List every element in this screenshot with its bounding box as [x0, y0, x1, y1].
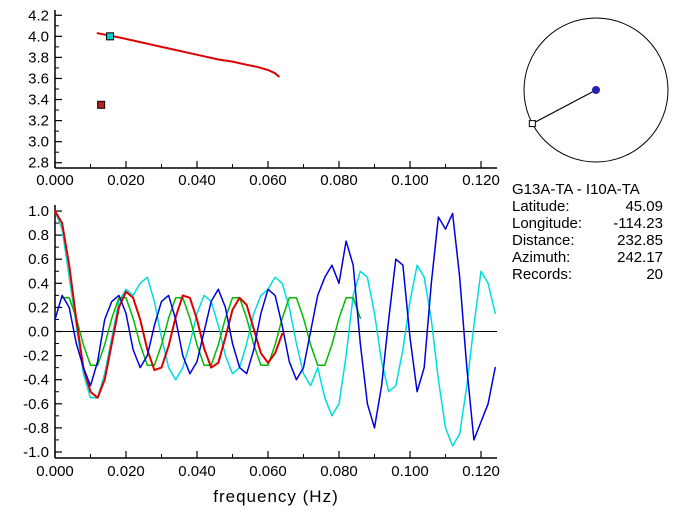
latitude-label: Latitude: [512, 198, 570, 215]
frequency-axis-title: frequency (Hz) [213, 487, 338, 506]
info-row-longitude: Longitude: -114.23 [512, 215, 663, 232]
endpoint-station-marker [528, 120, 536, 128]
y-tick-label: 4.0 [28, 28, 49, 45]
series-raw-spectrum-blue [54, 212, 496, 441]
x-tick-label: 0.080 [320, 172, 358, 189]
station-pair-title: G13A-TA - I10A-TA [512, 181, 640, 198]
y-tick-label: 1.0 [28, 203, 49, 220]
azimuth-circle-plot [523, 17, 669, 163]
selected-point-marker [106, 32, 115, 41]
reference-point-marker [97, 100, 106, 109]
longitude-label: Longitude: [512, 215, 583, 232]
x-tick-label: 0.020 [107, 463, 145, 480]
series-stacked-spectrum-cyan [54, 210, 496, 447]
y-tick-label: 0.0 [28, 324, 49, 341]
azimuth-label: Azimuth: [512, 249, 571, 266]
azimuth-line [532, 89, 597, 125]
y-tick-label: -0.2 [23, 348, 49, 365]
x-tick-label: 0.040 [178, 172, 216, 189]
info-row-distance: Distance: 232.85 [512, 232, 663, 249]
x-tick-label: 0.060 [249, 463, 287, 480]
y-tick-label: -1.0 [23, 444, 49, 461]
latitude-value: 45.09 [625, 198, 663, 215]
x-tick-label: 0.100 [391, 172, 429, 189]
dispersion-chart: 0.000 0.020 0.040 0.060 0.080 0.100 0.120 2.8 3.… [28, 7, 500, 189]
records-value: 20 [646, 266, 663, 283]
y-tick-label: -0.4 [23, 372, 49, 389]
y-tick-label: -0.6 [23, 396, 49, 413]
azimuth-circle [523, 17, 669, 163]
x-tick-label: 0.100 [391, 463, 429, 480]
azimuth-value: 242.17 [617, 249, 663, 266]
distance-value: 232.85 [617, 232, 663, 249]
y-tick-label: 0.6 [28, 251, 49, 268]
x-tick-label: 0.040 [178, 463, 216, 480]
y-tick-label: 3.8 [28, 49, 49, 66]
info-row-latitude: Latitude: 45.09 [512, 198, 663, 215]
station-info-panel: G13A-TA - I10A-TA Latitude: 45.09 Longit… [512, 181, 663, 283]
series-group-velocity-curve [96, 32, 280, 78]
info-row-azimuth: Azimuth: 242.17 [512, 249, 663, 266]
x-tick-label: 0.020 [107, 172, 145, 189]
x-tick-label: 0.120 [462, 172, 500, 189]
info-row-records: Records: 20 [512, 266, 663, 283]
longitude-value: -114.23 [613, 215, 663, 232]
series-bessel-fit-red [54, 210, 284, 399]
y-tick-label: 3.6 [28, 70, 49, 87]
x-tick-label: 0.120 [462, 463, 500, 480]
y-tick-label: 0.4 [28, 275, 49, 292]
y-tick-label: 3.0 [28, 134, 49, 151]
y-tick-label: 2.8 [28, 155, 49, 172]
y-tick-label: 3.2 [28, 113, 49, 130]
center-station-dot [592, 86, 600, 94]
x-tick-label: 0.000 [36, 463, 74, 480]
y-tick-label: 0.8 [28, 227, 49, 244]
distance-label: Distance: [512, 232, 575, 249]
x-tick-label: 0.080 [320, 463, 358, 480]
y-tick-label: -0.8 [23, 420, 49, 437]
y-tick-label: 3.4 [28, 92, 49, 109]
spectra-chart: 0.000 0.020 0.040 0.060 0.080 0.100 0.120 -1.0 -… [23, 203, 500, 506]
records-label: Records: [512, 266, 573, 283]
x-tick-label: 0.060 [249, 172, 287, 189]
x-tick-label: 0.000 [36, 172, 74, 189]
y-tick-label: 0.2 [28, 299, 49, 316]
y-tick-label: 4.2 [28, 7, 49, 24]
